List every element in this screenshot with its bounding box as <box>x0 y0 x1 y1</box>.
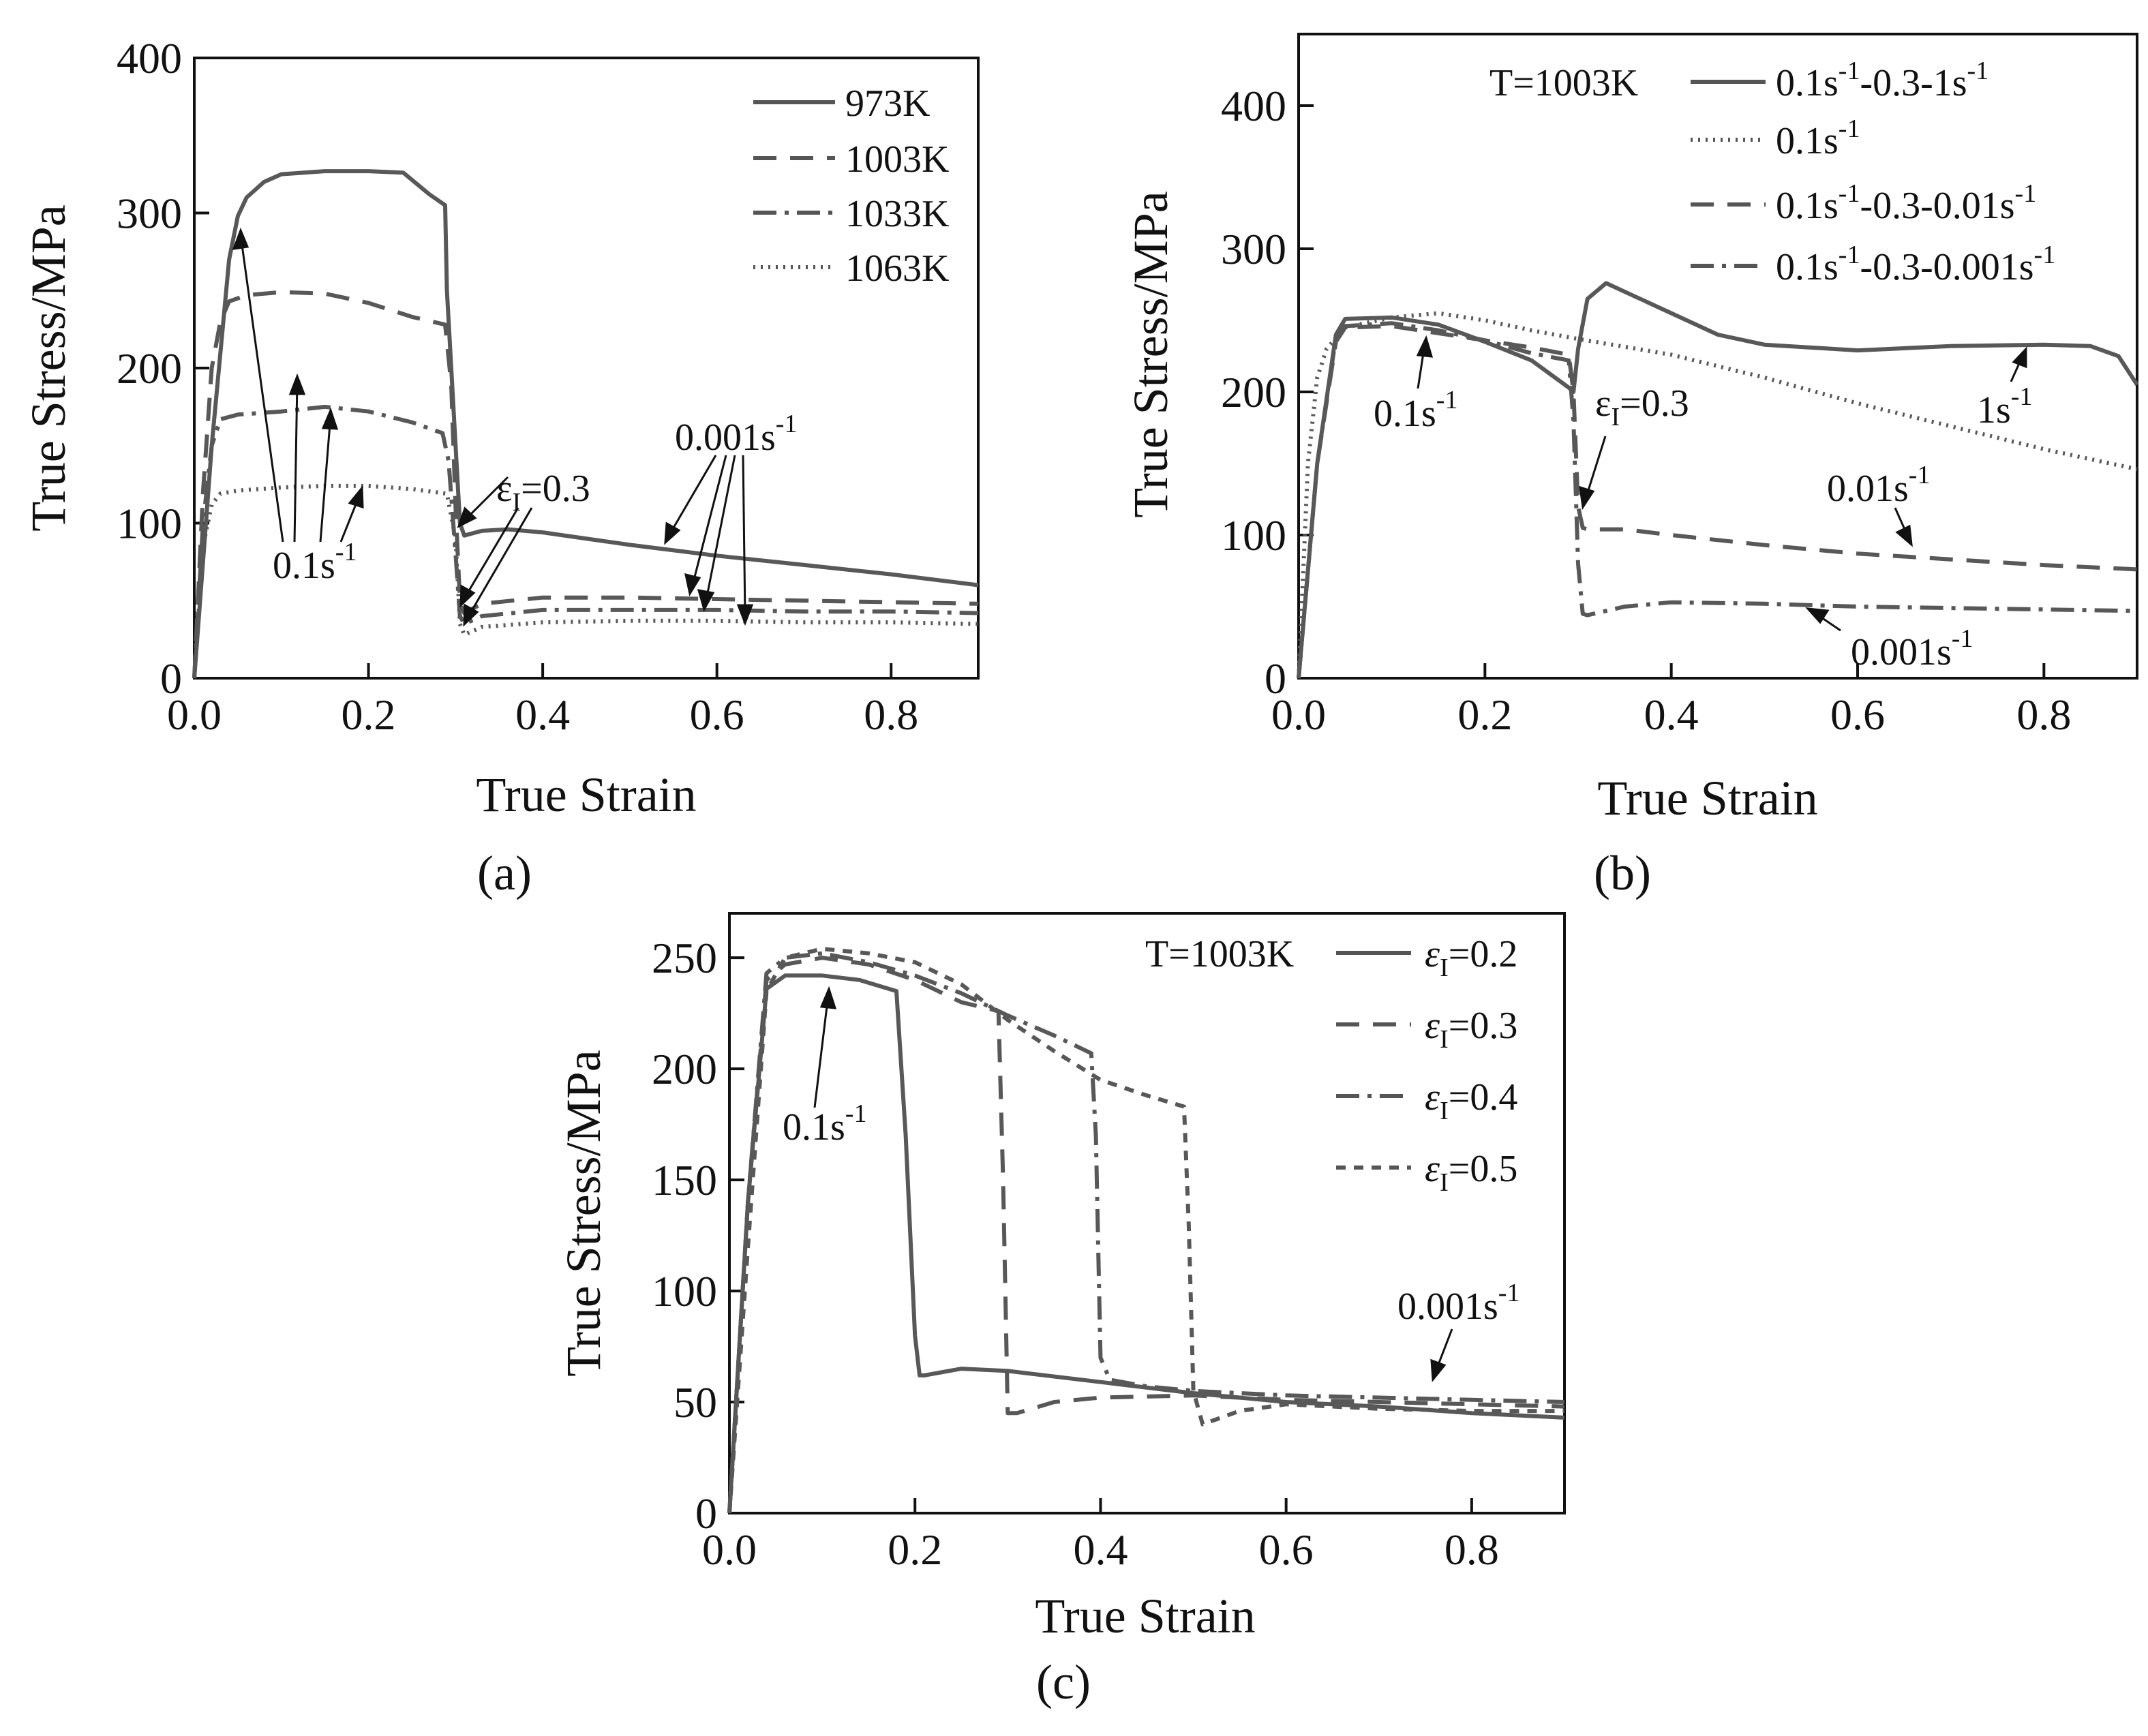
x-tick-label: 0.8 <box>1444 1525 1499 1574</box>
y-tick-label: 0 <box>1265 654 1286 703</box>
legend-title: T=1003K <box>1489 62 1638 104</box>
panel-b-arrows <box>1418 338 2026 630</box>
series-line-1033K <box>194 407 978 678</box>
series-line-0.1s-1-0.3-0.001s-1 <box>1299 323 2137 678</box>
annot-rate-0.1: 0.1s-1 <box>1374 386 1457 435</box>
y-tick-label: 150 <box>652 1156 717 1204</box>
panel-c-frame <box>729 913 1564 1513</box>
legend-label-eps-0.5: εI=0.5 <box>1425 1148 1517 1197</box>
panel-a-xlabel: True Strain <box>476 767 696 822</box>
x-tick-label: 0.8 <box>2016 690 2071 739</box>
x-tick-label: 0.4 <box>515 690 570 739</box>
y-tick-label: 0 <box>695 1489 717 1538</box>
panel-a-label: (a) <box>477 846 532 900</box>
legend-label-0.001s: 0.1s-1-0.3-0.001s-1 <box>1776 241 2055 288</box>
legend-title: T=1003K <box>1145 933 1294 975</box>
x-tick-label: 0.4 <box>1644 690 1699 739</box>
panel-c-label: (c) <box>1036 1655 1091 1709</box>
x-tick-label: 0.2 <box>342 690 396 739</box>
panel-a-annotations: 0.1s-1 0.001s-1 εI=0.3 <box>234 230 797 624</box>
annot-rate-0.001: 0.001s-1 <box>1397 1279 1519 1328</box>
legend-label-eps-0.4: εI=0.4 <box>1425 1076 1517 1125</box>
x-tick-label: 0.2 <box>1457 690 1512 739</box>
y-tick-label: 400 <box>1221 82 1286 130</box>
y-tick-label: 100 <box>652 1267 717 1315</box>
figure: 0.0 0.2 0.4 0.6 0.80100200300400 True Strain… <box>0 0 2148 1736</box>
annot-rate-0.1: 0.1s-1 <box>273 538 357 587</box>
legend-label-1s: 0.1s-1-0.3-1s-1 <box>1776 57 1988 104</box>
legend-label-973k: 973K <box>845 82 930 125</box>
annot-rate-0.01s: 0.01s-1 <box>1827 461 1930 510</box>
annot-rate-1s: 1s-1 <box>1977 382 2032 431</box>
annot-rate-0.1: 0.1s-1 <box>783 1099 866 1148</box>
panel-c-legend: T=1003K εI=0.2 εI=0.3 εI=0.4 εI=0.5 <box>1145 933 1517 1197</box>
legend-label-0.01s: 0.1s-1-0.3-0.01s-1 <box>1776 179 2036 227</box>
series-line-0.1s-1 <box>1299 314 2137 679</box>
y-tick-label: 0 <box>160 654 182 703</box>
annot-eps-0.3: εI=0.3 <box>496 468 590 517</box>
y-tick-label: 200 <box>117 344 182 393</box>
x-tick-label: 0.6 <box>1259 1525 1314 1574</box>
panel-a-ylabel: True Stress/MPa <box>21 204 76 531</box>
panel-c-annotations: 0.1s-1 0.001s-1 <box>783 989 1519 1380</box>
y-tick-label: 50 <box>674 1378 717 1427</box>
x-tick-label: 0.6 <box>690 690 744 739</box>
legend-label-0.1s: 0.1s-1 <box>1776 115 1860 162</box>
x-tick-label: 0.8 <box>864 690 918 739</box>
annot-rate-0.001: 0.001s-1 <box>675 410 797 459</box>
panel-b-annotations: 0.1s-1 εI=0.3 1s-1 0.01s-1 0.001s-1 <box>1374 338 2032 673</box>
legend-label-1003k: 1003K <box>845 138 949 181</box>
panel-a-legend: 973K 1003K 1033K 1063K <box>753 82 949 290</box>
y-tick-label: 100 <box>1221 511 1286 560</box>
panel-c-arrows <box>815 989 1452 1380</box>
panel-b-xlabel: True Strain <box>1597 771 1817 825</box>
panel-c-ylabel: True Stress/MPa <box>556 1050 611 1376</box>
annot-eps-0.3: εI=0.3 <box>1595 382 1689 431</box>
y-tick-label: 400 <box>117 34 182 82</box>
legend-label-1063k: 1063K <box>845 247 949 290</box>
panel-b-ylabel: True Stress/MPa <box>1123 191 1178 517</box>
panel-b-legend: T=1003K 0.1s-1-0.3-1s-1 0.1s-1 0.1s-1-0.… <box>1489 57 2055 288</box>
y-tick-label: 300 <box>117 189 182 238</box>
annot-rate-0.001s: 0.001s-1 <box>1851 624 1973 673</box>
y-tick-label: 100 <box>117 500 182 548</box>
legend-label-1033k: 1033K <box>845 193 949 235</box>
y-tick-label: 250 <box>652 934 717 982</box>
x-tick-label: 0.6 <box>1830 690 1885 739</box>
series-line--I-0.2 <box>729 975 1564 1513</box>
legend-label-eps-0.3: εI=0.3 <box>1425 1005 1517 1054</box>
y-tick-label: 200 <box>1221 368 1286 416</box>
legend-label-eps-0.2: εI=0.2 <box>1425 933 1517 982</box>
y-tick-label: 300 <box>1221 225 1286 273</box>
x-tick-label: 0.4 <box>1073 1525 1128 1574</box>
y-tick-label: 200 <box>652 1045 717 1093</box>
x-tick-label: 0.2 <box>888 1525 942 1574</box>
panel-c-xlabel: True Strain <box>1035 1589 1255 1643</box>
panel-b-label: (b) <box>1594 846 1651 900</box>
